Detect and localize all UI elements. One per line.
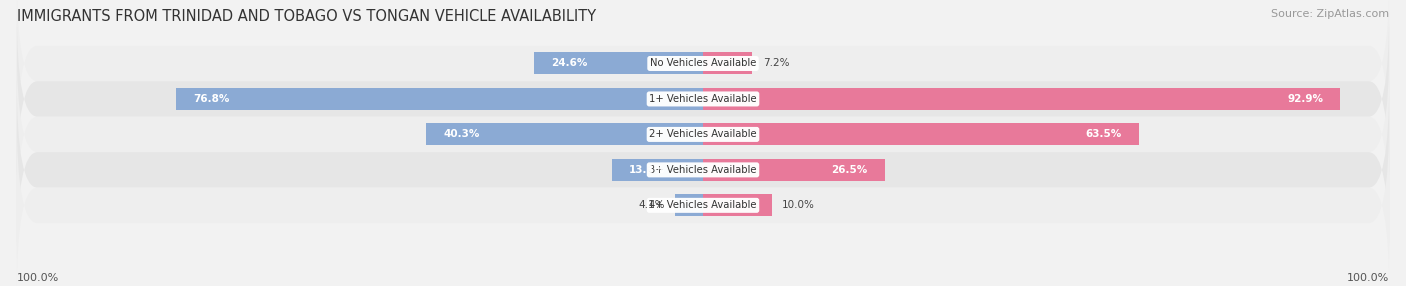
Text: IMMIGRANTS FROM TRINIDAD AND TOBAGO VS TONGAN VEHICLE AVAILABILITY: IMMIGRANTS FROM TRINIDAD AND TOBAGO VS T… bbox=[17, 9, 596, 23]
Text: 100.0%: 100.0% bbox=[1347, 273, 1389, 283]
Text: 40.3%: 40.3% bbox=[444, 130, 479, 139]
Text: 2+ Vehicles Available: 2+ Vehicles Available bbox=[650, 130, 756, 139]
Text: 63.5%: 63.5% bbox=[1085, 130, 1122, 139]
Bar bbox=[426, 124, 703, 145]
Bar bbox=[534, 53, 703, 74]
Text: 24.6%: 24.6% bbox=[551, 59, 588, 68]
Bar bbox=[176, 88, 703, 110]
Text: 92.9%: 92.9% bbox=[1288, 94, 1323, 104]
Text: 26.5%: 26.5% bbox=[831, 165, 868, 175]
Bar bbox=[612, 159, 703, 181]
FancyBboxPatch shape bbox=[17, 0, 1389, 152]
Bar bbox=[703, 53, 752, 74]
Bar bbox=[703, 88, 1340, 110]
Text: 4.1%: 4.1% bbox=[638, 200, 665, 210]
Bar bbox=[703, 124, 1139, 145]
FancyBboxPatch shape bbox=[17, 81, 1389, 259]
Text: 4+ Vehicles Available: 4+ Vehicles Available bbox=[650, 200, 756, 210]
FancyBboxPatch shape bbox=[17, 46, 1389, 223]
Text: 7.2%: 7.2% bbox=[762, 59, 789, 68]
Text: 13.3%: 13.3% bbox=[628, 165, 665, 175]
Text: Source: ZipAtlas.com: Source: ZipAtlas.com bbox=[1271, 9, 1389, 19]
Text: 10.0%: 10.0% bbox=[782, 200, 815, 210]
FancyBboxPatch shape bbox=[17, 10, 1389, 188]
FancyBboxPatch shape bbox=[17, 117, 1389, 286]
Text: 3+ Vehicles Available: 3+ Vehicles Available bbox=[650, 165, 756, 175]
Bar bbox=[703, 159, 884, 181]
Text: 76.8%: 76.8% bbox=[193, 94, 229, 104]
Bar bbox=[675, 194, 703, 216]
Text: No Vehicles Available: No Vehicles Available bbox=[650, 59, 756, 68]
Text: 100.0%: 100.0% bbox=[17, 273, 59, 283]
Text: 1+ Vehicles Available: 1+ Vehicles Available bbox=[650, 94, 756, 104]
Bar bbox=[703, 194, 772, 216]
